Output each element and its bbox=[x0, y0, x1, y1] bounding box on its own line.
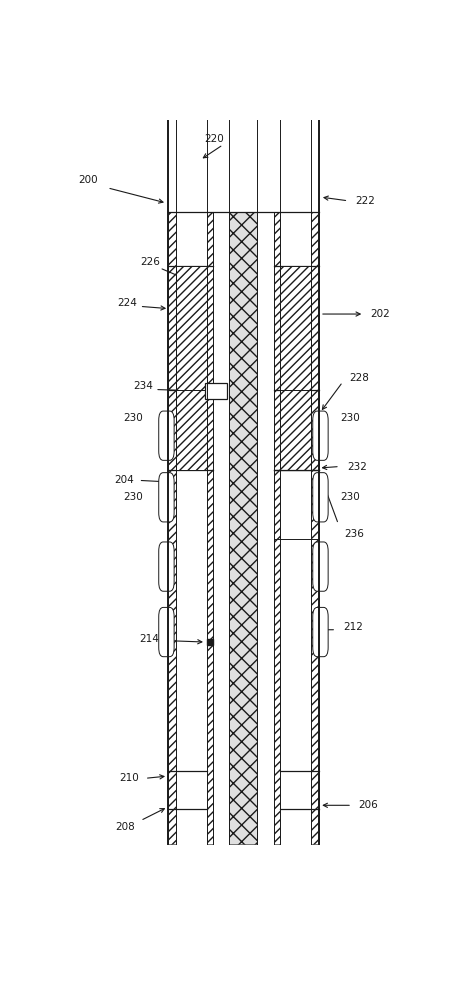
Bar bbox=[207, 212, 213, 844]
Bar bbox=[311, 212, 319, 844]
Text: 204: 204 bbox=[114, 475, 133, 485]
Bar bbox=[176, 389, 207, 470]
Text: 206: 206 bbox=[359, 800, 379, 810]
Text: 230: 230 bbox=[123, 413, 143, 423]
Text: 234: 234 bbox=[133, 381, 153, 391]
FancyBboxPatch shape bbox=[159, 607, 174, 657]
Bar bbox=[205, 383, 227, 399]
Text: 230: 230 bbox=[340, 413, 360, 423]
Bar bbox=[280, 389, 311, 470]
Bar bbox=[229, 212, 257, 844]
Bar bbox=[280, 266, 311, 389]
Text: 226: 226 bbox=[141, 257, 161, 267]
Polygon shape bbox=[168, 0, 319, 55]
Bar bbox=[257, 212, 274, 844]
Text: 208: 208 bbox=[115, 822, 135, 832]
Bar bbox=[213, 212, 229, 844]
Text: 224: 224 bbox=[117, 298, 137, 308]
Text: 230: 230 bbox=[123, 492, 143, 502]
Text: 222: 222 bbox=[355, 196, 375, 206]
Text: 200: 200 bbox=[78, 175, 98, 185]
FancyBboxPatch shape bbox=[313, 607, 328, 657]
Text: 212: 212 bbox=[343, 622, 363, 632]
FancyBboxPatch shape bbox=[159, 542, 174, 591]
Text: 220: 220 bbox=[204, 134, 224, 144]
Text: 228: 228 bbox=[350, 373, 370, 383]
Text: 236: 236 bbox=[344, 529, 364, 539]
FancyBboxPatch shape bbox=[313, 473, 328, 522]
Bar bbox=[274, 212, 280, 844]
Text: 232: 232 bbox=[347, 462, 367, 472]
FancyBboxPatch shape bbox=[313, 542, 328, 591]
Polygon shape bbox=[229, 25, 257, 55]
Text: 210: 210 bbox=[119, 773, 139, 783]
FancyBboxPatch shape bbox=[313, 411, 328, 460]
Text: 202: 202 bbox=[370, 309, 390, 319]
Bar bbox=[176, 266, 207, 389]
Bar bbox=[176, 212, 207, 844]
FancyBboxPatch shape bbox=[159, 411, 174, 460]
FancyBboxPatch shape bbox=[159, 473, 174, 522]
Bar bbox=[168, 212, 176, 844]
Text: 214: 214 bbox=[140, 634, 160, 644]
Text: 230: 230 bbox=[340, 492, 360, 502]
Bar bbox=[280, 212, 311, 844]
